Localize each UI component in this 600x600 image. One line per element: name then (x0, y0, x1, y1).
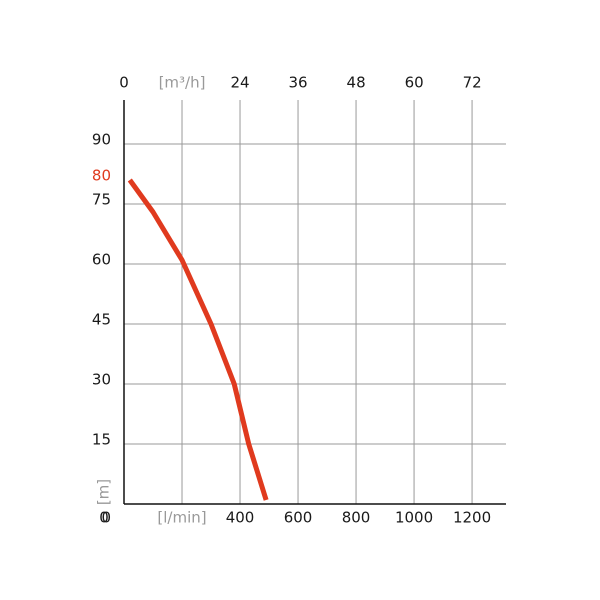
x2-tick-label: 0 (119, 74, 129, 92)
y-tick-label: 90 (92, 131, 111, 149)
y-axis-label: [m] (95, 479, 113, 505)
x2-tick-label: 72 (463, 74, 482, 92)
y-tick-label: 75 (92, 191, 111, 209)
x-tick-label: 1200 (453, 509, 491, 527)
x-tick-label: 400 (226, 509, 255, 527)
max-head-label: 80 (92, 167, 111, 185)
x2-tick-label: 24 (231, 74, 250, 92)
x-tick-label: 1000 (395, 509, 433, 527)
y-tick-label: 45 (92, 311, 111, 329)
x-tick-label: 0 (99, 509, 109, 527)
y-tick-label: 0 (101, 509, 111, 527)
x-tick-label: 800 (342, 509, 371, 527)
y-tick-label: 15 (92, 431, 111, 449)
x-tick-label: 600 (284, 509, 313, 527)
x2-tick-label: 36 (289, 74, 308, 92)
y-tick-label: 60 (92, 251, 111, 269)
x2-tick-label: 60 (405, 74, 424, 92)
y-tick-label: 30 (92, 371, 111, 389)
x2-tick-label: 48 (347, 74, 366, 92)
x-tick-label: [l/min] (157, 509, 206, 527)
x2-tick-label: [m³/h] (159, 74, 206, 92)
pump-curve (127, 178, 269, 501)
